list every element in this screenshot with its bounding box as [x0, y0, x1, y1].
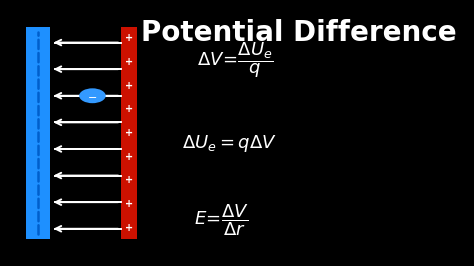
Text: +: + [125, 223, 133, 232]
Text: +: + [125, 175, 133, 185]
Text: $E\!=\!\dfrac{\Delta V}{\Delta r}$: $E\!=\!\dfrac{\Delta V}{\Delta r}$ [194, 202, 250, 238]
Circle shape [79, 88, 106, 103]
Text: $\Delta V\!=\!\dfrac{\Delta U_e}{q}$: $\Delta V\!=\!\dfrac{\Delta U_e}{q}$ [197, 40, 273, 80]
Text: $-$: $-$ [87, 91, 98, 101]
Text: Potential Difference: Potential Difference [141, 19, 456, 47]
Text: +: + [125, 34, 133, 43]
Text: +: + [125, 57, 133, 67]
Bar [26, 27, 50, 239]
Text: +: + [125, 152, 133, 162]
Text: +: + [125, 104, 133, 114]
Text: +: + [125, 128, 133, 138]
Text: $\Delta U_e = q\Delta V$: $\Delta U_e = q\Delta V$ [182, 133, 277, 154]
Text: +: + [125, 199, 133, 209]
Text: +: + [125, 81, 133, 91]
Bar [121, 27, 137, 239]
